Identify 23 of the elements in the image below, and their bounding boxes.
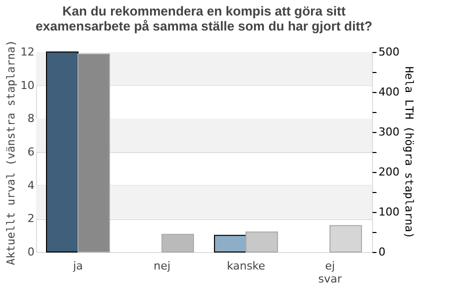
y-tick-label: 10 <box>20 78 34 92</box>
y2-tick-label: 200 <box>378 166 400 178</box>
y-tick-label: 2 <box>28 212 34 226</box>
y2-tick-label: 500 <box>378 46 400 58</box>
y2-tick-label: 0 <box>378 246 386 258</box>
y-axis-title: Aktuellt urval (vänstra staplarna) <box>4 40 18 266</box>
y-tick-label: 8 <box>28 112 34 126</box>
y-tick-label: 12 <box>20 46 34 58</box>
y-tick-label: 0 <box>28 246 34 258</box>
y-tick-label: 6 <box>28 146 34 158</box>
text: Kan du rekommendera en kompis att göra sitt <box>62 3 346 18</box>
x-tick-label: ej svar <box>318 260 342 286</box>
x-tick-label: kanske <box>226 260 266 272</box>
y2-axis-title: Hela LTH (högra staplarna) <box>402 66 416 239</box>
y2-tick-label: 400 <box>378 86 400 98</box>
y2-tick-label: 300 <box>378 126 400 138</box>
bar <box>162 234 194 252</box>
x-tick-label: ja <box>72 260 83 272</box>
y-tick-label: 4 <box>28 178 34 192</box>
y2-tick-label: 100 <box>378 206 400 218</box>
bar <box>330 225 362 252</box>
x-tick-label: nej <box>154 260 170 272</box>
text: examensarbete på samma ställe som du har gjort ditt? <box>36 18 372 34</box>
